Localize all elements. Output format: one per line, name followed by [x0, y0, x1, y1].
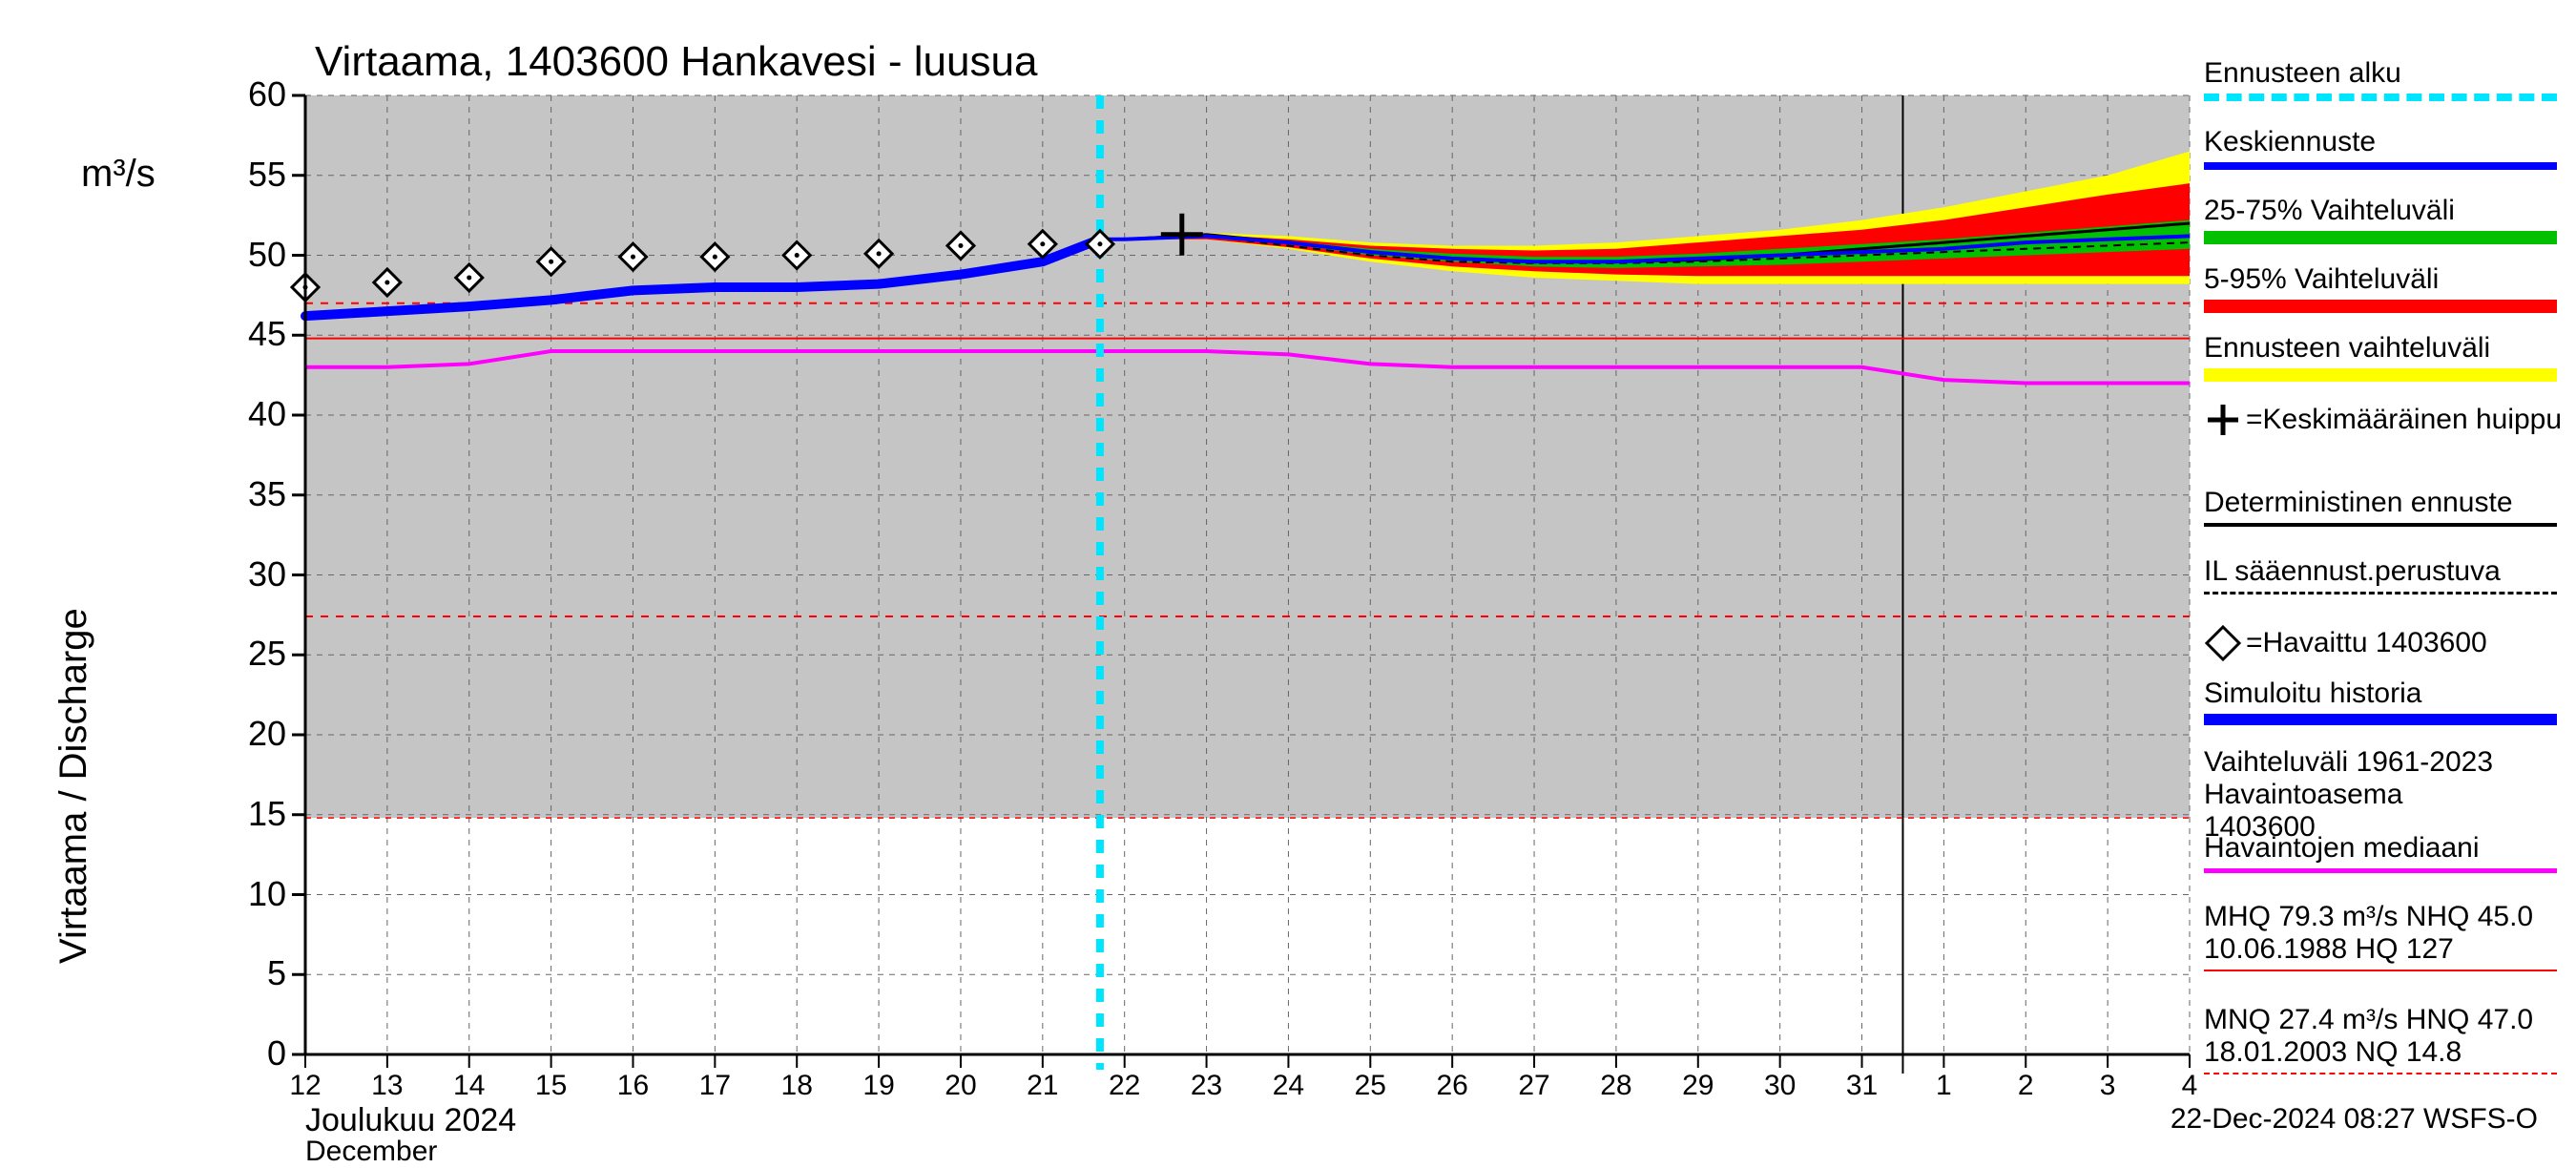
x-tick: 21: [1019, 1070, 1067, 1102]
y-tick: 25: [219, 634, 286, 674]
y-tick: 40: [219, 394, 286, 434]
x-tick: 23: [1183, 1070, 1231, 1102]
x-tick: 4: [2166, 1070, 2213, 1102]
legend-item: Keskiennuste: [2204, 126, 2557, 170]
y-tick: 15: [219, 794, 286, 834]
x-tick: 14: [446, 1070, 493, 1102]
x-tick: 2: [2002, 1070, 2049, 1102]
legend-item: Deterministinen ennuste: [2204, 487, 2557, 527]
x-tick: 29: [1674, 1070, 1722, 1102]
x-tick: 25: [1346, 1070, 1394, 1102]
legend-item: 5-95% Vaihteluväli: [2204, 263, 2557, 313]
month-label-eng: December: [305, 1136, 437, 1168]
y-tick: 55: [219, 155, 286, 195]
x-tick: 24: [1264, 1070, 1312, 1102]
x-tick: 22: [1101, 1070, 1149, 1102]
y-tick: 10: [219, 874, 286, 914]
y-tick: 5: [219, 953, 286, 993]
x-tick: 31: [1839, 1070, 1886, 1102]
legend-item: =Keskimääräinen huippu: [2204, 401, 2562, 439]
month-label-local: Joulukuu 2024: [305, 1102, 516, 1139]
y-tick: 50: [219, 235, 286, 275]
x-tick: 26: [1428, 1070, 1476, 1102]
legend-item: Ennusteen alku: [2204, 57, 2557, 101]
x-tick: 15: [528, 1070, 575, 1102]
y-tick: 45: [219, 314, 286, 354]
legend-item: Havaintojen mediaani: [2204, 832, 2557, 873]
y-tick: 35: [219, 474, 286, 514]
x-tick: 12: [281, 1070, 329, 1102]
y-tick: 30: [219, 554, 286, 594]
x-tick: 19: [855, 1070, 903, 1102]
x-tick: 3: [2084, 1070, 2131, 1102]
x-tick: 16: [609, 1070, 656, 1102]
legend-item: 25-75% Vaihteluväli: [2204, 195, 2557, 244]
y-tick: 20: [219, 714, 286, 754]
y-tick: 0: [219, 1033, 286, 1074]
x-tick: 18: [773, 1070, 821, 1102]
legend-item: MNQ 27.4 m³/s HNQ 47.018.01.2003 NQ 14.8: [2204, 1004, 2557, 1074]
legend-item: Simuloitu historia: [2204, 678, 2557, 725]
chart-canvas: [0, 0, 2576, 1145]
legend-item: =Havaittu 1403600: [2204, 624, 2487, 662]
x-tick: 1: [1920, 1070, 1967, 1102]
footer-timestamp: 22-Dec-2024 08:27 WSFS-O: [2171, 1103, 2538, 1136]
y-tick: 60: [219, 74, 286, 115]
legend-item: Vaihteluväli 1961-2023 Havaintoasema 140…: [2204, 746, 2493, 844]
legend-item: IL sääennust.perustuva: [2204, 555, 2557, 594]
x-tick: 30: [1756, 1070, 1804, 1102]
x-tick: 13: [364, 1070, 411, 1102]
x-tick: 17: [691, 1070, 738, 1102]
legend-item: MHQ 79.3 m³/s NHQ 45.010.06.1988 HQ 127: [2204, 901, 2557, 971]
x-tick: 20: [937, 1070, 985, 1102]
x-tick: 27: [1510, 1070, 1558, 1102]
page-root: Virtaama, 1403600 Hankavesi - luusua Vir…: [0, 0, 2576, 1145]
x-tick: 28: [1592, 1070, 1640, 1102]
legend-item: Ennusteen vaihteluväli: [2204, 332, 2557, 382]
